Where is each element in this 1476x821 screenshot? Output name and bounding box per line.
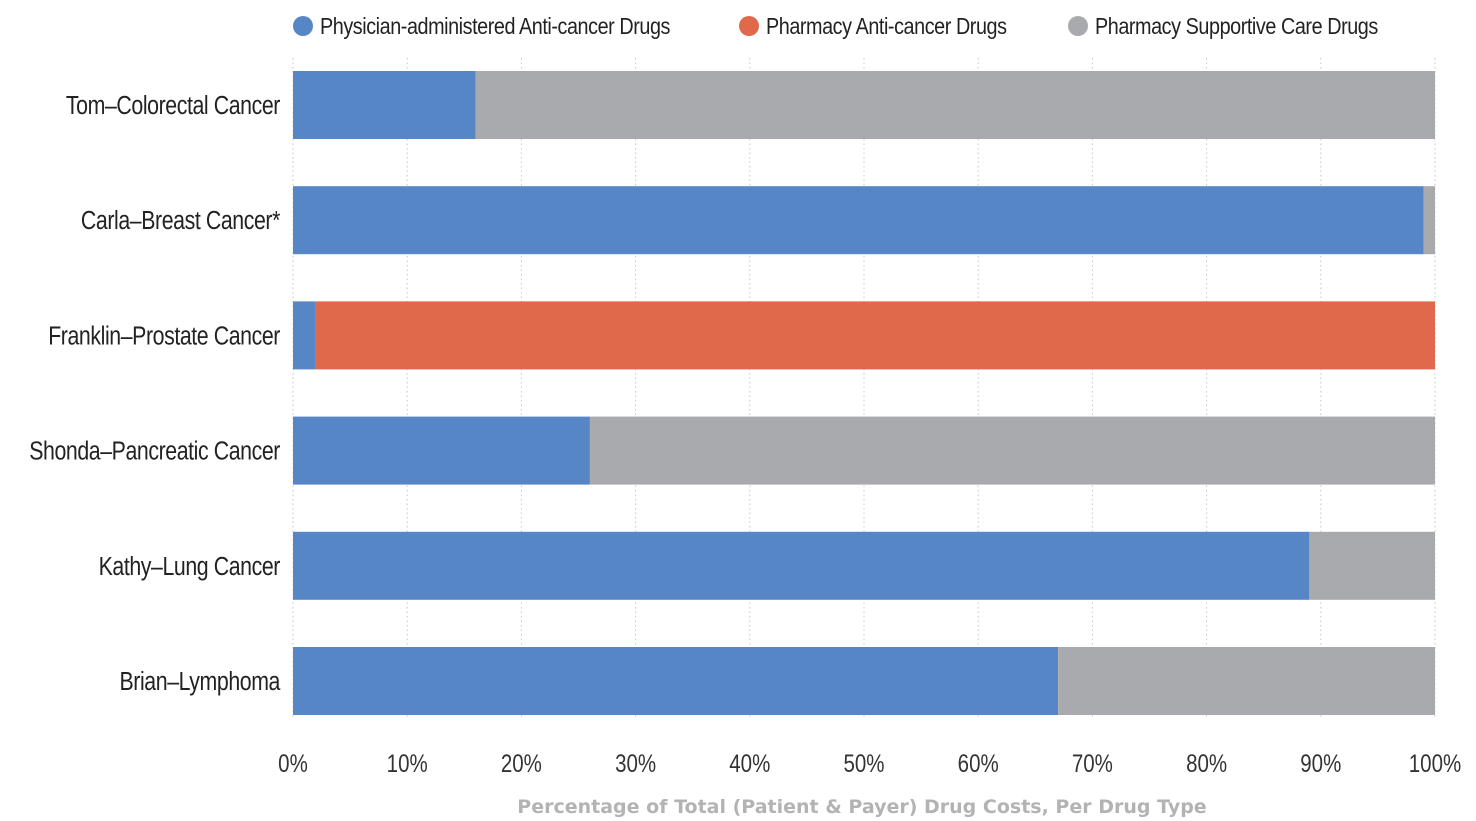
bar-segment: [293, 647, 1059, 715]
legend-swatch-pharmacy-supportive: [1068, 16, 1088, 36]
legend-item-pharmacy-supportive: Pharmacy Supportive Care Drugs: [1068, 8, 1424, 44]
x-tick-label: 10%: [387, 749, 428, 777]
bar-segment: [1309, 531, 1435, 600]
x-axis-label: Percentage of Total (Patient & Payer) Dr…: [517, 796, 1206, 818]
bar-segment: [293, 71, 476, 139]
x-tick-label: 20%: [501, 749, 542, 777]
legend-label-physician: Physician-administered Anti-cancer Drugs: [320, 12, 670, 39]
x-tick-label: 40%: [729, 749, 770, 777]
category-label: Carla–Breast Cancer*: [81, 206, 280, 236]
x-tick-label: 30%: [615, 749, 656, 777]
bar-segment: [293, 416, 590, 485]
category-label: Shonda–Pancreatic Cancer: [29, 437, 280, 467]
bar-segment: [475, 71, 1436, 139]
bar-segment: [1058, 647, 1435, 715]
x-tick-label: 100%: [1409, 749, 1461, 777]
bar-segment: [315, 301, 1436, 370]
x-tick-label: 70%: [1072, 749, 1113, 777]
x-tick-label: 0%: [278, 749, 308, 777]
x-tick-label: 90%: [1300, 749, 1341, 777]
x-tick-labels: 0% 10% 20% 30% 40% 50% 60% 70% 80% 90% 100%: [278, 749, 1461, 777]
x-tick-label: 60%: [958, 749, 999, 777]
x-tick-label: 50%: [843, 749, 884, 777]
bar-segment: [1423, 186, 1435, 255]
grid-lines: [292, 58, 1436, 718]
category-label: Franklin–Prostate Cancer: [48, 321, 280, 351]
bar-segment: [589, 416, 1435, 485]
bar-segment: [293, 301, 316, 370]
category-label: Kathy–Lung Cancer: [99, 552, 281, 582]
legend: Physician-administered Anti-cancer Drugs…: [0, 8, 1476, 44]
bar-segment: [293, 186, 1424, 255]
legend-item-physician: Physician-administered Anti-cancer Drugs: [293, 8, 727, 44]
category-labels: Tom–Colorectal Cancer Carla–Breast Cancer…: [29, 91, 281, 697]
legend-label-pharmacy-anticancer: Pharmacy Anti-cancer Drugs: [766, 12, 1007, 39]
legend-swatch-physician: [293, 16, 313, 36]
category-label: Brian–Lymphoma: [120, 667, 282, 697]
legend-swatch-pharmacy-anticancer: [739, 16, 759, 36]
legend-label-pharmacy-supportive: Pharmacy Supportive Care Drugs: [1095, 12, 1378, 39]
bars: [293, 71, 1436, 715]
x-tick-label: 80%: [1186, 749, 1227, 777]
bar-segment: [293, 531, 1310, 600]
legend-item-pharmacy-anticancer: Pharmacy Anti-cancer Drugs: [739, 8, 1046, 44]
category-label: Tom–Colorectal Cancer: [66, 91, 281, 121]
